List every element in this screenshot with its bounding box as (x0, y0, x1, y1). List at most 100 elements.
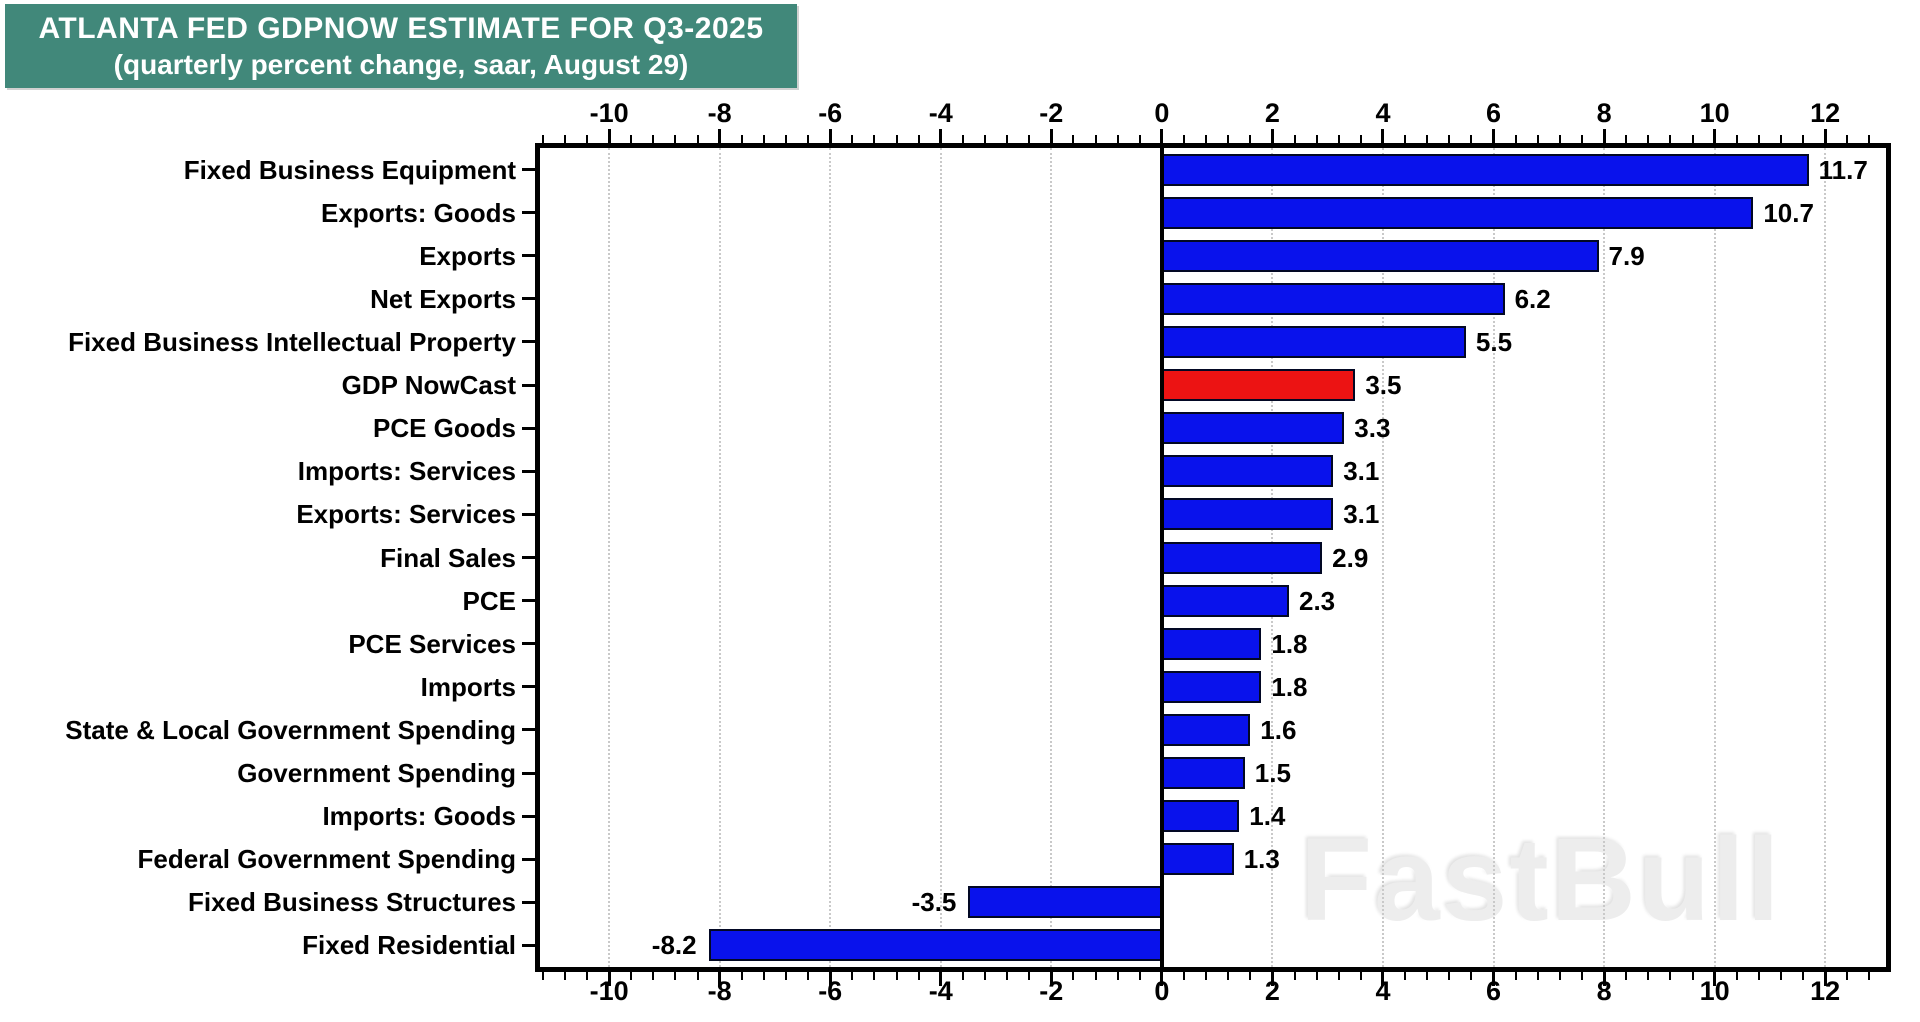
value-label: 10.7 (1763, 197, 1814, 228)
bar (1161, 498, 1334, 531)
x-minor-tick (1669, 135, 1672, 143)
x-minor-tick (1094, 135, 1097, 143)
gridline-6 (1492, 148, 1495, 967)
category-label: GDP NowCast (341, 370, 516, 401)
bar (1161, 282, 1505, 315)
x-major-tick (1492, 972, 1496, 986)
x-minor-tick (740, 972, 743, 980)
x-minor-tick (1536, 135, 1539, 143)
x-major-tick (718, 972, 722, 986)
bar-highlight (1161, 369, 1356, 402)
x-minor-tick (1116, 135, 1119, 143)
gridline--10 (608, 148, 611, 967)
x-minor-tick (851, 972, 854, 980)
x-minor-tick (630, 972, 633, 980)
value-label: 3.1 (1343, 456, 1380, 487)
x-minor-tick (1404, 135, 1407, 143)
value-label: 2.9 (1332, 542, 1369, 573)
category-label: Final Sales (380, 542, 516, 573)
category-label: PCE Goods (372, 413, 516, 444)
bar (1161, 843, 1234, 876)
category-tick (522, 642, 535, 646)
x-major-tick (1823, 972, 1827, 986)
x-minor-tick (541, 972, 544, 980)
x-minor-tick (1757, 135, 1760, 143)
bar (1161, 713, 1251, 746)
bar (1161, 757, 1245, 790)
value-label: -3.5 (911, 887, 957, 918)
category-tick (522, 297, 535, 301)
category-tick (522, 426, 535, 430)
gridline--4 (939, 148, 942, 967)
x-axis-label-top: 10 (1699, 98, 1730, 128)
x-minor-tick (1249, 972, 1252, 980)
x-major-tick (1381, 129, 1385, 143)
gridline-10 (1713, 148, 1716, 967)
x-minor-tick (1514, 135, 1517, 143)
x-axis-label-top: -6 (818, 98, 843, 128)
x-minor-tick (1138, 972, 1141, 980)
x-minor-tick (983, 135, 986, 143)
bar (1161, 455, 1334, 488)
category-tick (522, 814, 535, 818)
value-label: 1.8 (1271, 628, 1308, 659)
x-major-tick (1160, 972, 1164, 986)
x-axis-label-top: 4 (1375, 98, 1391, 128)
x-axis-label-top: 8 (1596, 98, 1612, 128)
x-minor-tick (762, 972, 765, 980)
bar (1161, 239, 1599, 272)
category-label: Net Exports (370, 283, 516, 314)
x-minor-tick (784, 972, 787, 980)
x-minor-tick (1182, 972, 1185, 980)
x-minor-tick (1337, 972, 1340, 980)
x-minor-tick (1868, 135, 1871, 143)
gridline-12 (1824, 148, 1827, 967)
value-label: 3.1 (1343, 499, 1380, 530)
x-axis-label-bottom: 4 (1375, 976, 1391, 1006)
x-axis-label-top: 0 (1154, 98, 1170, 128)
category-tick (522, 168, 535, 172)
x-minor-tick (1846, 135, 1849, 143)
x-axis-label-bottom: 6 (1486, 976, 1502, 1006)
watermark: FastBull (1300, 814, 1782, 946)
x-minor-tick (1448, 135, 1451, 143)
category-tick (522, 943, 535, 947)
x-minor-tick (674, 135, 677, 143)
x-minor-tick (1448, 972, 1451, 980)
x-minor-tick (961, 135, 964, 143)
x-minor-tick (1580, 972, 1583, 980)
x-minor-tick (1006, 135, 1009, 143)
x-minor-tick (652, 972, 655, 980)
x-major-tick (939, 972, 943, 986)
category-label: PCE Services (348, 628, 516, 659)
x-minor-tick (1558, 135, 1561, 143)
x-major-tick (1602, 972, 1606, 986)
x-major-tick (1270, 972, 1274, 986)
value-label: 1.8 (1271, 671, 1308, 702)
x-minor-tick (1779, 135, 1782, 143)
zero-axis-line (1159, 148, 1164, 967)
gridline-8 (1603, 148, 1606, 967)
bar (968, 886, 1162, 919)
x-minor-tick (1802, 972, 1805, 980)
x-major-tick (607, 129, 611, 143)
x-minor-tick (1205, 135, 1208, 143)
x-minor-tick (541, 135, 544, 143)
category-tick (522, 340, 535, 344)
x-minor-tick (1404, 972, 1407, 980)
category-label: Imports (420, 671, 516, 702)
value-label: 1.3 (1243, 844, 1280, 875)
category-tick (522, 469, 535, 473)
bar (708, 929, 1162, 962)
x-minor-tick (1116, 972, 1119, 980)
x-minor-tick (1580, 135, 1583, 143)
category-label: Exports (419, 240, 516, 271)
value-label: 5.5 (1475, 326, 1513, 357)
x-minor-tick (851, 135, 854, 143)
x-minor-tick (1426, 972, 1429, 980)
category-tick (522, 254, 535, 258)
bar (1161, 584, 1289, 617)
x-minor-tick (1536, 972, 1539, 980)
x-minor-tick (1625, 135, 1628, 143)
